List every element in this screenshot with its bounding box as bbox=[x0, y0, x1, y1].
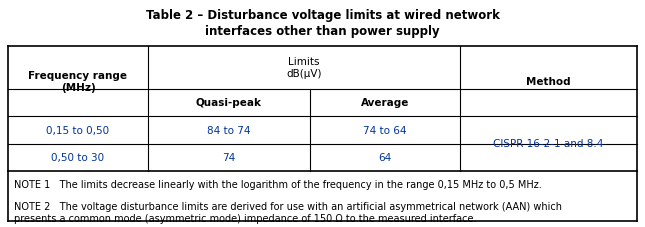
Text: 0,15 to 0,50: 0,15 to 0,50 bbox=[46, 126, 110, 135]
Text: 84 to 74: 84 to 74 bbox=[207, 126, 251, 135]
Text: Table 2 – Disturbance voltage limits at wired network
interfaces other than powe: Table 2 – Disturbance voltage limits at … bbox=[146, 9, 499, 38]
Text: NOTE 2   The voltage disturbance limits are derived for use with an artificial a: NOTE 2 The voltage disturbance limits ar… bbox=[14, 201, 562, 223]
Text: Method: Method bbox=[526, 77, 570, 87]
Text: 0,50 to 30: 0,50 to 30 bbox=[52, 152, 104, 162]
Text: Frequency range
(MHz): Frequency range (MHz) bbox=[28, 71, 128, 93]
Text: 74: 74 bbox=[223, 152, 235, 162]
Text: 74 to 64: 74 to 64 bbox=[363, 126, 407, 135]
Text: Limits
dB(μV): Limits dB(μV) bbox=[286, 57, 322, 79]
Text: Quasi-peak: Quasi-peak bbox=[196, 98, 262, 108]
Text: Average: Average bbox=[361, 98, 409, 108]
Text: 64: 64 bbox=[379, 152, 392, 162]
Text: CISPR 16-2-1 and 8.4: CISPR 16-2-1 and 8.4 bbox=[493, 138, 603, 148]
Text: NOTE 1   The limits decrease linearly with the logarithm of the frequency in the: NOTE 1 The limits decrease linearly with… bbox=[14, 179, 542, 189]
